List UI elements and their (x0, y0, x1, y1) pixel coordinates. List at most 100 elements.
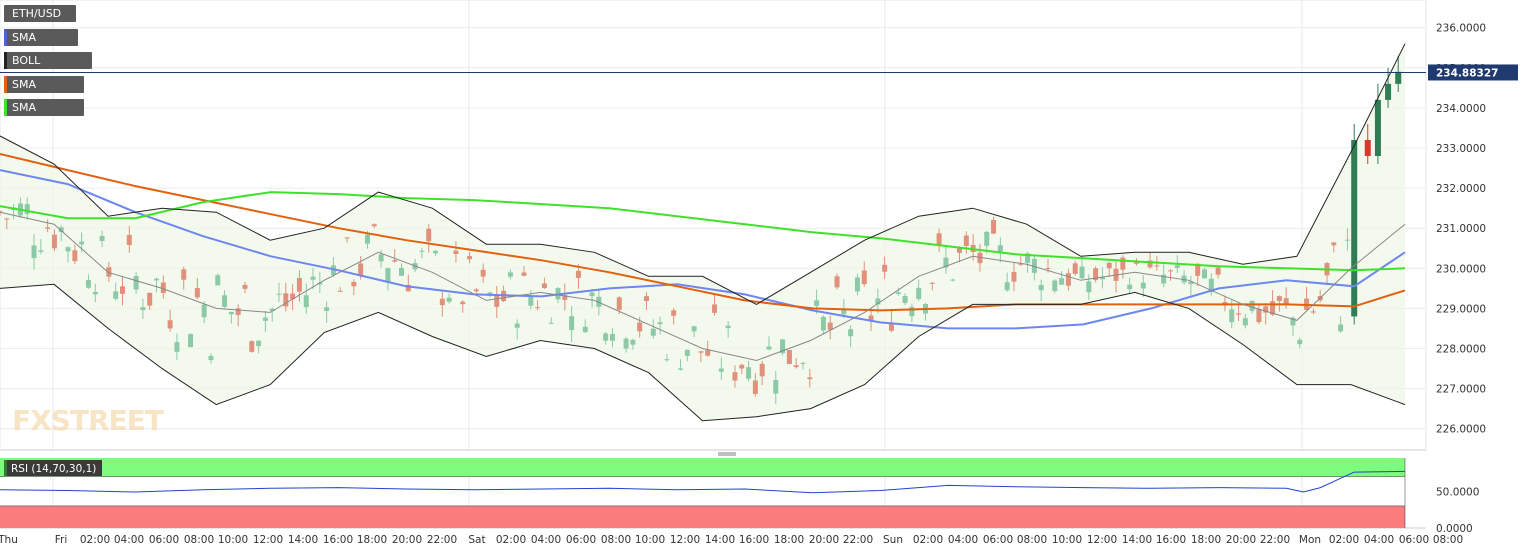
candle-body (446, 297, 452, 302)
candle-body (1270, 301, 1276, 315)
candle-body (181, 269, 187, 280)
bollinger-fill (0, 43, 1405, 421)
candle-body (1079, 266, 1085, 279)
rsi-label-swatch (4, 460, 7, 476)
legend-item[interactable]: SMA (100,0) (4, 75, 84, 108)
candle-body (1045, 267, 1051, 269)
candle-body (1154, 265, 1160, 267)
legend-swatch (4, 75, 7, 93)
candle-body (249, 341, 255, 352)
candle-body (1338, 324, 1344, 332)
candle-body (310, 276, 316, 280)
candle-body (1195, 263, 1201, 276)
candle-body (1181, 275, 1187, 283)
legend-item[interactable]: BOLL (20,2,-2) (4, 52, 92, 84)
x-tick-label: Sun (883, 534, 903, 546)
candle-body (650, 328, 656, 336)
x-tick-label: Sat (468, 534, 485, 546)
candle-body (385, 268, 391, 282)
y-tick-label: 228.0000 (1436, 344, 1486, 356)
candle-body (657, 322, 663, 325)
candle-body (1395, 71, 1402, 84)
x-tick-label: 10:00 (1052, 534, 1082, 546)
candle-body (276, 293, 282, 295)
legend-item[interactable]: SMA (50,0) (4, 28, 78, 61)
panel-resize-handle[interactable] (718, 452, 736, 456)
series-line (0, 153, 1406, 312)
candle-body (705, 350, 711, 356)
candle-body (1004, 282, 1010, 291)
candle-body (1215, 267, 1221, 275)
y-tick-label: 230.0000 (1436, 263, 1486, 275)
legend-label: SMA (200,0) (12, 101, 53, 131)
x-tick-label: 10:00 (635, 534, 665, 546)
candle-body (92, 291, 98, 295)
candle-body (1283, 298, 1289, 305)
candle-body (800, 362, 806, 364)
candle-body (140, 307, 146, 311)
x-tick-label: 22:00 (1260, 534, 1290, 546)
candle-body (957, 248, 963, 253)
candle-body (793, 365, 799, 368)
x-tick-label: 16:00 (1156, 534, 1186, 546)
candle-body (548, 322, 554, 324)
candle-body (1249, 300, 1255, 311)
candle-body (746, 367, 752, 379)
candle-body (691, 326, 697, 332)
candle-body (616, 297, 622, 310)
candle-body (222, 295, 228, 307)
candle-body (963, 235, 969, 246)
candle-body (678, 368, 684, 370)
candle-body (514, 323, 520, 328)
candle-body (569, 316, 575, 331)
x-tick-label: 04:00 (1364, 534, 1394, 546)
candle-body (31, 245, 37, 259)
candle-body (174, 342, 180, 352)
x-tick-label: 08:00 (1017, 534, 1047, 546)
candle-body (1161, 274, 1167, 284)
candle-body (1202, 269, 1208, 279)
legend-item[interactable]: SMA (200,0) (4, 99, 84, 131)
candle-body (609, 334, 615, 341)
candle-body (854, 277, 860, 292)
candle-body (399, 267, 405, 276)
candle-body (773, 379, 779, 394)
candle-body (786, 349, 792, 364)
x-tick-label: 04:00 (948, 534, 978, 546)
candle-body (188, 334, 194, 348)
candle-body (807, 377, 813, 380)
candle-body (1140, 282, 1146, 289)
candle-body (1290, 317, 1296, 326)
candle-body (344, 237, 350, 239)
candle-body (582, 326, 588, 333)
candle-body (85, 280, 91, 288)
candle-body (1025, 253, 1031, 263)
candle-body (473, 289, 479, 292)
x-tick-label: 22:00 (843, 534, 873, 546)
candle-body (834, 276, 840, 288)
candle-body (1297, 339, 1303, 345)
watermark-layer: FXSTREET (12, 404, 165, 437)
candle-body (228, 311, 234, 315)
candle-body (997, 245, 1003, 252)
candle-body (1106, 262, 1112, 269)
x-tick-label: 14:00 (705, 534, 735, 546)
legend-item[interactable]: ETH/USD (4, 5, 76, 22)
candle-body (324, 307, 330, 311)
candle-body (1147, 260, 1153, 268)
candle-body (4, 218, 10, 220)
x-tick-label: 14:00 (1122, 534, 1152, 546)
candle-body (433, 250, 439, 254)
candle-body (535, 307, 541, 309)
candle-body (916, 287, 922, 299)
candle-body (480, 269, 486, 277)
bollinger-lower (0, 283, 1406, 422)
candle-body (1038, 284, 1044, 291)
candle-body (950, 279, 956, 281)
y-tick-label: 226.0000 (1436, 424, 1486, 436)
candle-body (902, 295, 908, 303)
candle-body (1031, 258, 1037, 273)
candle-body (1011, 271, 1017, 282)
candle-body (841, 308, 847, 315)
candle-body (984, 231, 990, 246)
